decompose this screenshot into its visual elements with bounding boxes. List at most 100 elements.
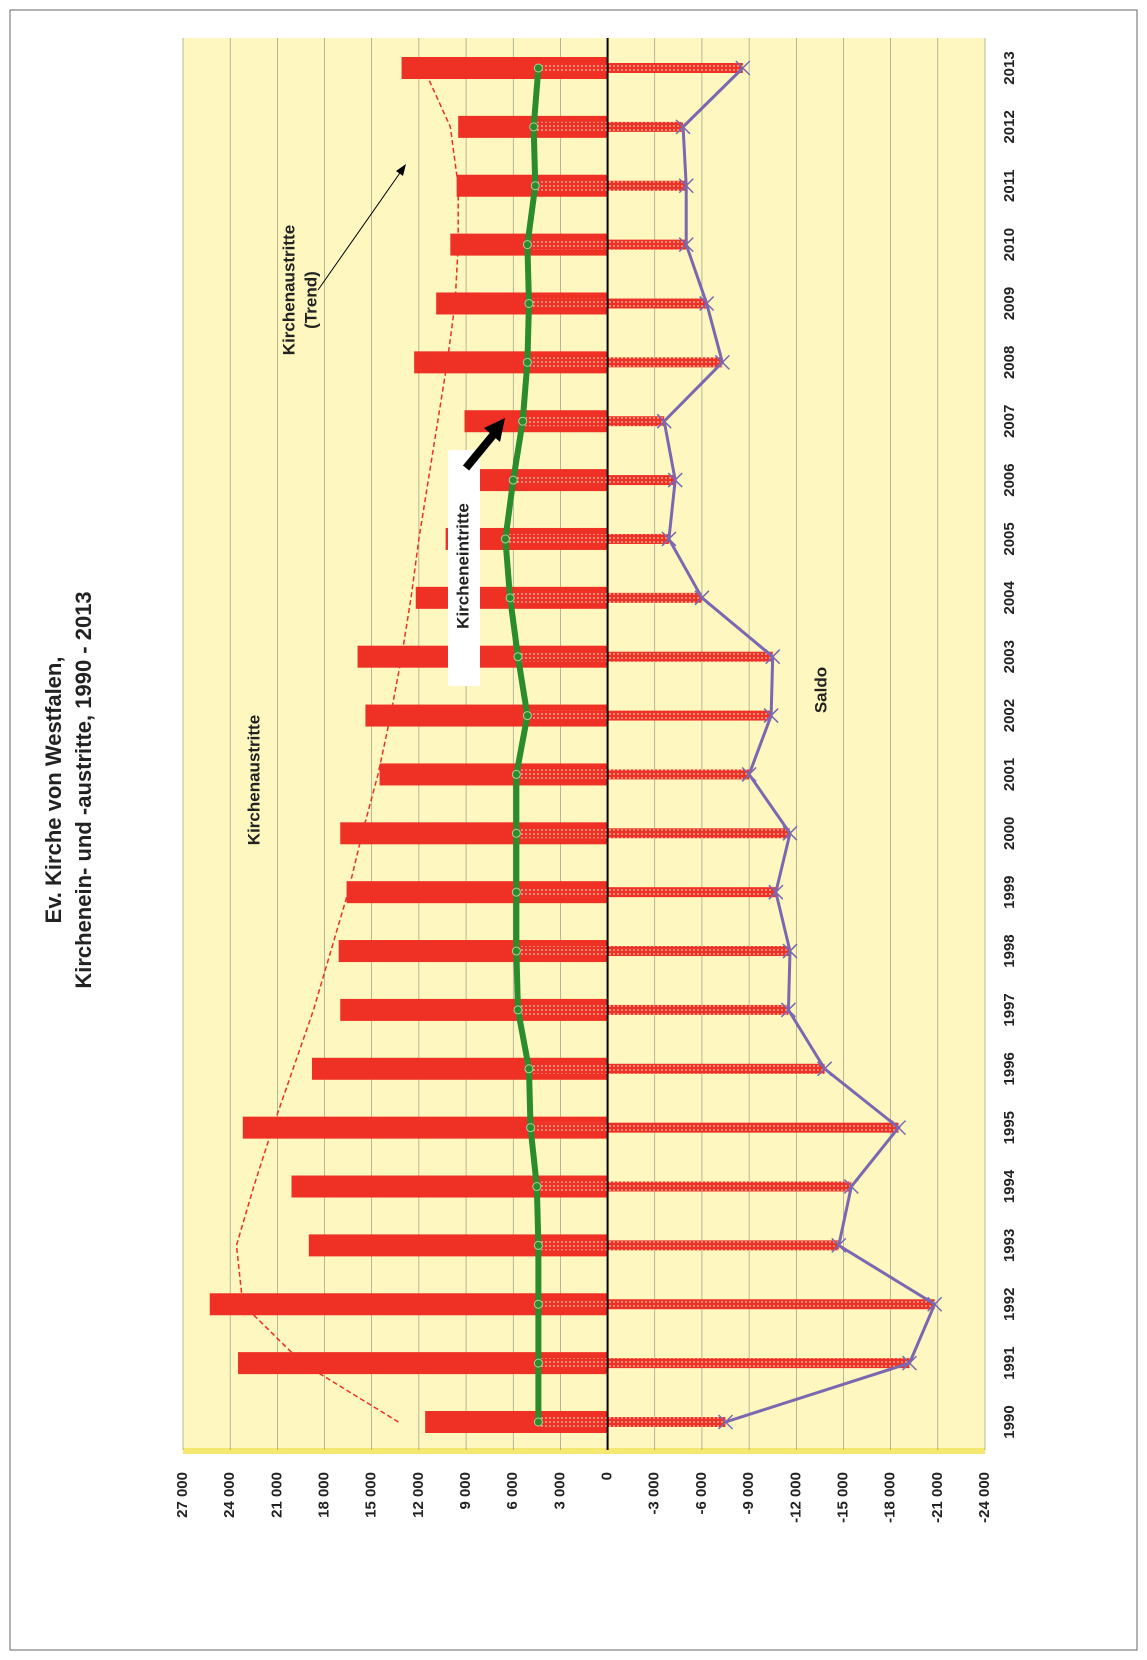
x-tick-label: 2005	[1001, 522, 1018, 555]
x-tick-label: 1997	[1001, 993, 1018, 1026]
eintritte-marker	[508, 475, 518, 485]
eintritte-marker	[533, 1417, 543, 1427]
y-tick-label: -9 000	[740, 1472, 757, 1515]
y-tick-label: 6 000	[504, 1472, 521, 1510]
x-tick-label: 1995	[1001, 1111, 1018, 1144]
eintritte-line	[502, 67, 542, 1422]
saldo-marker	[780, 1002, 796, 1018]
eintritte-marker	[533, 63, 543, 73]
x-tick-label: 1996	[1001, 1052, 1018, 1085]
saldo-bar	[513, 475, 676, 486]
eintritte-marker	[530, 181, 540, 191]
saldo-bar	[528, 1063, 825, 1074]
floor	[183, 1448, 985, 1454]
annotation: Kircheneintritte	[453, 503, 472, 629]
arrow	[462, 431, 498, 471]
y-tick-label: 27 000	[174, 1472, 191, 1518]
eintritte-marker	[513, 1005, 523, 1015]
eintritte-marker	[518, 416, 528, 426]
y-tick-label: 18 000	[315, 1472, 332, 1518]
bar	[436, 292, 608, 315]
bar	[414, 351, 608, 374]
x-tick-label: 2007	[1001, 405, 1018, 438]
eintritte-marker	[524, 1064, 534, 1074]
eintritte-marker	[513, 652, 523, 662]
arrow-head	[484, 418, 505, 442]
saldo-bar	[510, 592, 702, 603]
saldo-bar	[516, 769, 750, 780]
eintritte-marker	[522, 357, 532, 367]
plot-area	[183, 38, 985, 1450]
saldo-marker	[741, 766, 757, 782]
x-tick-label: 1999	[1001, 875, 1018, 908]
saldo-bar	[538, 1240, 839, 1251]
label-box	[448, 450, 480, 686]
saldo-bar	[505, 533, 669, 544]
annotation: Kirchenaustritte	[244, 715, 263, 845]
x-tick-label: 1993	[1001, 1229, 1018, 1262]
x-tick-label: 2006	[1001, 463, 1018, 496]
y-tick-label: -15 000	[834, 1472, 851, 1523]
x-tick-label: 2000	[1001, 817, 1018, 850]
x-tick-label: 2008	[1001, 346, 1018, 379]
y-tick-label: -21 000	[929, 1472, 946, 1523]
y-tick-label: -18 000	[882, 1472, 899, 1523]
y-tick-label: 24 000	[221, 1472, 238, 1518]
saldo-bar	[538, 1299, 935, 1310]
saldo-marker	[843, 1178, 859, 1195]
saldo-marker	[678, 237, 694, 253]
y-tick-label: 9 000	[457, 1472, 474, 1510]
x-tick-label: 2009	[1001, 287, 1018, 320]
annotation: Saldo	[811, 667, 830, 713]
x-tick-label: 1994	[1001, 1169, 1018, 1203]
bar	[379, 763, 608, 786]
y-tick-label: 3 000	[551, 1472, 568, 1510]
x-tick-label: 1990	[1001, 1405, 1018, 1438]
annotation: Kirchenaustritte	[279, 225, 298, 355]
bar	[425, 1411, 608, 1433]
eintritte-marker	[511, 946, 521, 956]
saldo-bar	[527, 357, 723, 368]
saldo-bar	[538, 1358, 910, 1369]
saldo-marker	[890, 1120, 907, 1136]
x-tick-label: 2012	[1001, 110, 1018, 143]
bar	[346, 881, 608, 904]
eintritte-marker	[511, 828, 521, 838]
x-tick-label: 2010	[1001, 228, 1018, 261]
saldo-bar	[536, 1181, 852, 1192]
saldo-marker	[717, 1414, 734, 1430]
x-tick-label: 2001	[1001, 758, 1018, 791]
saldo-marker	[667, 472, 683, 488]
x-tick-label: 2004	[1001, 580, 1018, 614]
eintritte-marker	[505, 593, 515, 603]
eintritte-marker	[533, 1299, 543, 1309]
saldo-bar	[516, 887, 776, 898]
saldo-marker	[714, 354, 730, 370]
bar	[291, 1175, 608, 1198]
saldo-marker	[694, 590, 710, 606]
x-tick-label: 1998	[1001, 934, 1018, 967]
y-tick-label: 21 000	[268, 1472, 285, 1518]
eintritte-marker	[511, 769, 521, 779]
y-tick-label: -12 000	[787, 1472, 804, 1523]
x-tick-label: 2002	[1001, 699, 1018, 732]
saldo-marker	[675, 119, 691, 135]
bar	[357, 645, 608, 668]
eintritte-marker	[532, 1182, 542, 1192]
x-tick-label: 2003	[1001, 640, 1018, 673]
trend-line	[235, 67, 459, 1423]
saldo-bar	[517, 651, 773, 662]
y-tick-label: -6 000	[693, 1472, 710, 1515]
frame	[9, 9, 1138, 1651]
x-tick-label: 2013	[1001, 51, 1018, 84]
saldo-bar	[528, 298, 707, 309]
y-tick-label: 12 000	[410, 1472, 427, 1518]
bar	[365, 704, 608, 727]
saldo-marker	[831, 1237, 847, 1253]
saldo-marker	[782, 825, 798, 841]
bar	[242, 1116, 608, 1139]
annotation: (Trend)	[301, 271, 320, 329]
y-tick-label: -24 000	[976, 1472, 993, 1523]
saldo-marker	[735, 60, 751, 76]
bar	[401, 57, 608, 79]
